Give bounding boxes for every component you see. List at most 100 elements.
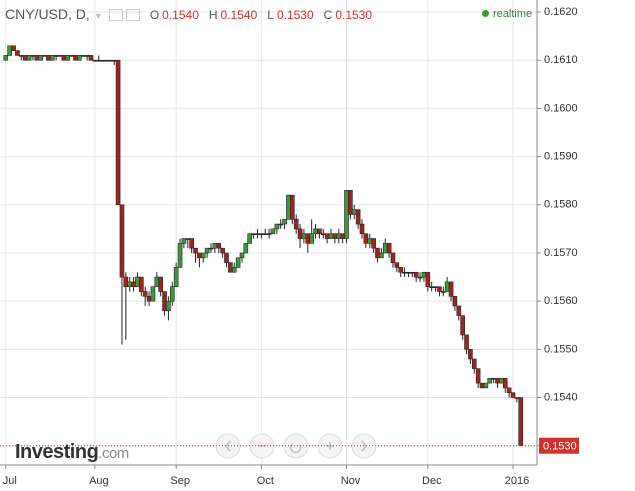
candle-body [200,252,206,259]
candle-body [247,233,253,244]
candle-body [313,228,318,235]
candle-body [204,247,210,254]
candle-body [363,233,369,244]
candle-body [278,223,283,226]
candle-body [499,377,504,384]
candle-body [491,377,496,380]
field-value: 0.1530 [335,8,373,22]
x-tick-label: Sep [170,475,190,487]
candle-body [359,223,365,235]
candle-body [108,59,113,62]
x-tick-label: Oct [257,475,274,487]
candle-body [301,233,307,239]
candle-body [22,55,28,61]
candle-body [61,55,67,61]
candle-body [336,233,342,239]
candle-body [69,55,74,57]
candle-body [235,257,241,268]
candle-body [328,233,334,239]
candle-body [135,276,140,288]
x-tick-label: Nov [341,475,361,487]
candle-body [139,276,144,292]
candle-body [448,281,454,297]
candle-body [394,262,400,268]
candle-body [142,291,148,297]
candle-body [468,349,473,360]
candle-body [224,252,229,263]
candle-body [382,243,388,254]
candle-body [351,209,357,215]
candle-body [355,209,361,225]
candle-body [185,238,191,240]
x-tick-label: Jul [3,475,17,487]
candle-body [46,55,51,61]
candle-body [181,238,187,244]
candle-body [104,59,109,62]
candle-body [502,377,508,389]
candle-body [150,286,156,302]
candle-body [270,228,276,235]
candle-body [49,55,55,61]
field-key: C [323,8,333,22]
field-value: 0.1540 [162,8,199,22]
grid [0,0,537,465]
candle-body [410,271,415,274]
candle-body [38,55,43,61]
candle-body [26,55,32,61]
candle-body [340,233,345,239]
candle-body [251,233,256,236]
candle-body [228,262,233,273]
candle-body [208,247,214,250]
reset[interactable] [283,433,309,459]
icon[interactable] [125,9,140,22]
candle-body [231,267,237,273]
field-key: L [267,8,274,22]
candle-body [65,55,71,61]
candle-body [57,55,63,57]
candle-body [158,276,163,292]
candle-body [456,305,462,316]
candle-body [379,252,384,259]
candle-body [154,276,160,288]
candle-body [444,281,450,292]
candle-body [119,204,125,278]
candle-body [127,281,133,288]
dropdown-icon[interactable]: ▾ [95,11,101,22]
brand-logo: Investing.com [15,441,129,464]
candle-body [487,377,493,384]
candle-body [11,45,16,51]
candle-body [297,228,303,239]
candle-body [433,286,438,289]
candle-body [15,50,20,56]
candle-body [518,397,524,447]
candle-body [441,291,446,293]
header: CNY/USD, D, ▾ O 0.1540 H 0.1540 L 0.1530 C 0.1530 [5,6,372,22]
candle-body [255,233,260,236]
candle-body [320,233,326,236]
candle-body [309,233,314,244]
x-tick-label: Aug [89,475,109,487]
y-tick-label: 0.1570 [544,247,578,259]
candle-body [34,55,40,61]
candle-body [220,247,225,254]
candle-body [162,291,167,312]
candle-body [305,233,311,244]
candle-body [510,392,516,398]
candle-body [173,267,179,288]
candle-body [290,194,295,220]
last-price-box [539,437,579,454]
y-tick-label: 0.1580 [544,199,578,211]
brand-name: Investing [15,441,99,463]
candle-body [92,59,98,62]
candle-body [212,243,218,249]
y-tick-label: 0.1610 [544,54,578,66]
brand-suffix: .com [98,445,129,462]
candle-body [177,243,183,268]
candle-body [259,233,264,236]
candle-body [479,382,485,389]
y-tick-label: 0.1600 [544,102,578,114]
candle-body [123,276,129,288]
candle-body [18,55,24,57]
icon[interactable] [108,9,123,22]
candle-body [344,190,349,239]
